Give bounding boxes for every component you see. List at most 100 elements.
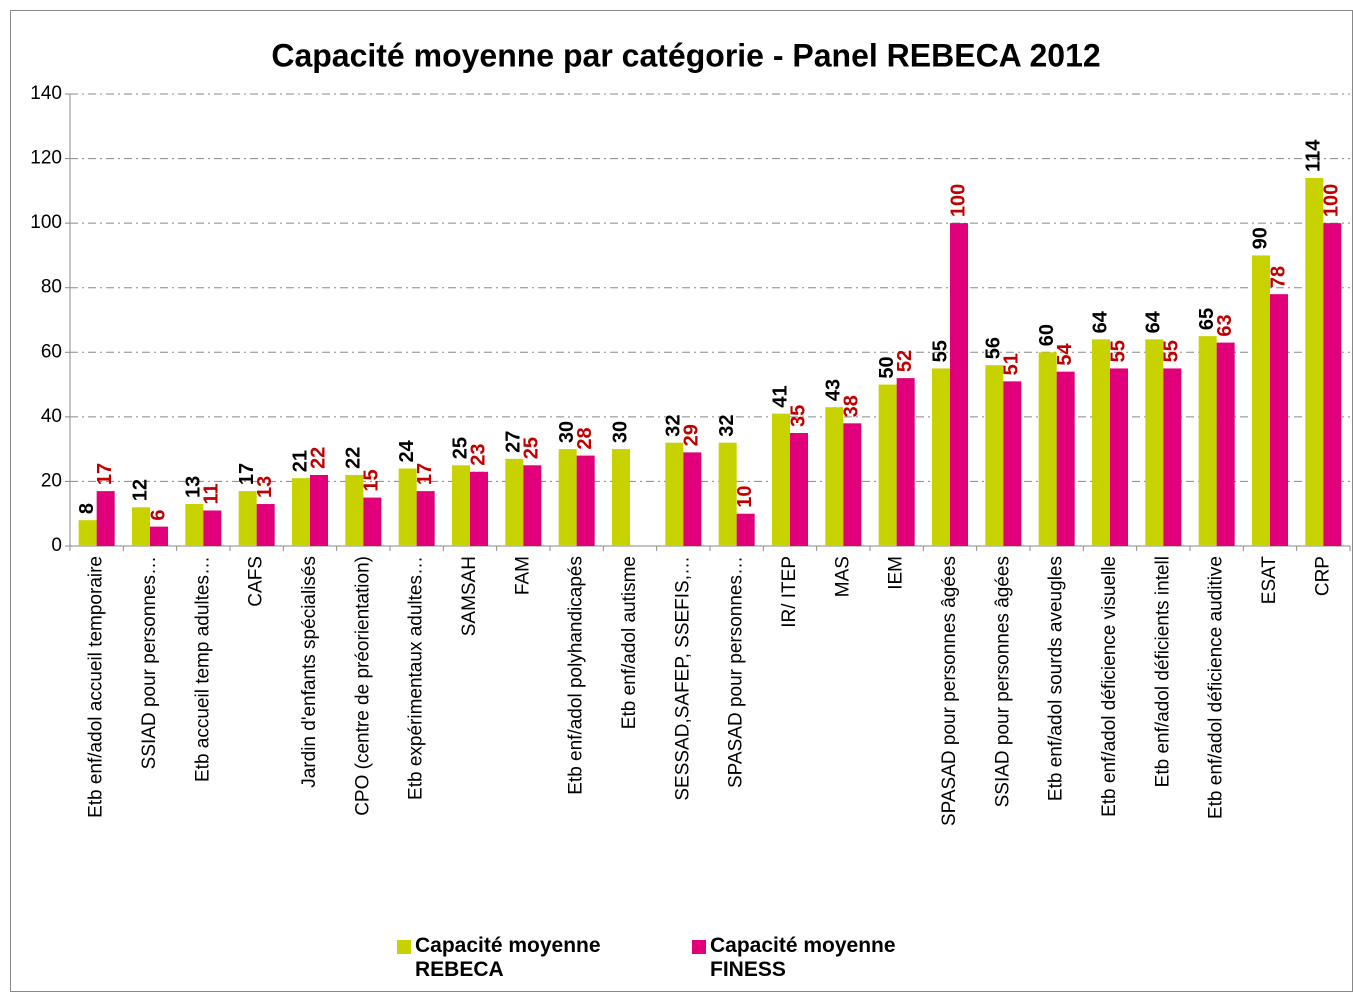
data-label: 24 bbox=[396, 439, 418, 462]
bar bbox=[932, 368, 950, 546]
data-label: 11 bbox=[201, 483, 223, 504]
x-tick-label: SSIAD pour personnes âgées bbox=[992, 556, 1013, 807]
bar bbox=[1038, 352, 1057, 546]
bar bbox=[505, 458, 524, 546]
x-tick-label: Etb enf/adol autisme bbox=[619, 556, 640, 729]
bar bbox=[256, 504, 275, 546]
data-label: 64 bbox=[1143, 310, 1165, 333]
x-tick-label: CRP bbox=[1312, 556, 1333, 596]
data-label: 21 bbox=[289, 450, 311, 472]
bar bbox=[665, 442, 684, 546]
bar bbox=[132, 507, 150, 546]
bar bbox=[1305, 177, 1324, 546]
x-tick-label: IR/ ITEP bbox=[779, 556, 800, 628]
bar bbox=[790, 433, 808, 546]
x-tick-label: Etb accueil temp adultes… bbox=[192, 556, 213, 782]
data-label: 25 bbox=[521, 437, 543, 459]
data-label: 10 bbox=[734, 485, 756, 507]
x-tick-label: SPASAD pour personnes âgées bbox=[939, 556, 960, 826]
data-label: 28 bbox=[574, 427, 596, 449]
bar bbox=[238, 491, 257, 546]
data-label: 55 bbox=[1107, 340, 1129, 362]
data-label: 29 bbox=[681, 424, 703, 446]
data-label: 23 bbox=[467, 443, 489, 465]
bar bbox=[96, 491, 115, 546]
legend-swatch bbox=[397, 940, 411, 954]
data-label: 6 bbox=[147, 510, 169, 521]
bar bbox=[150, 526, 168, 546]
bar bbox=[363, 497, 382, 546]
bar bbox=[345, 474, 364, 546]
legend-label: Capacité moyenne REBECA bbox=[415, 934, 601, 981]
legend-label: Capacité moyenne FINESS bbox=[710, 934, 896, 981]
data-label: 12 bbox=[129, 479, 151, 501]
data-label: 55 bbox=[1161, 340, 1183, 362]
bar bbox=[398, 468, 417, 546]
data-label: 38 bbox=[841, 395, 863, 417]
data-label: 22 bbox=[307, 447, 329, 469]
bar bbox=[1092, 339, 1110, 546]
data-label: 25 bbox=[449, 437, 471, 459]
bar bbox=[558, 449, 577, 546]
data-label: 22 bbox=[343, 447, 365, 469]
x-tick-label: SESSAD,SAFEP, SSEFIS,… bbox=[672, 556, 693, 801]
bar bbox=[985, 365, 1004, 546]
data-label: 30 bbox=[556, 421, 578, 443]
x-tick-label: CPO (centre de préorientation) bbox=[352, 556, 373, 816]
data-label: 100 bbox=[1321, 184, 1343, 217]
data-label: 13 bbox=[254, 476, 276, 498]
bar bbox=[683, 452, 702, 546]
bar bbox=[1163, 368, 1182, 546]
x-tick-label: SAMSAH bbox=[459, 556, 480, 636]
bar bbox=[523, 465, 542, 546]
data-label: 54 bbox=[1054, 343, 1076, 366]
bar bbox=[878, 384, 897, 546]
x-tick-label: Etb enf/adol déficients intell bbox=[1152, 556, 1173, 787]
data-label: 8 bbox=[76, 503, 98, 514]
data-label: 60 bbox=[1036, 324, 1058, 346]
y-tick-label: 100 bbox=[30, 212, 62, 233]
bar bbox=[1252, 255, 1270, 546]
x-tick-label: MAS bbox=[832, 556, 853, 597]
y-tick-label: 60 bbox=[41, 341, 62, 362]
x-tick-label: Etb enf/adol polyhandicapés bbox=[566, 556, 587, 795]
bar bbox=[1323, 223, 1342, 546]
data-label: 27 bbox=[503, 431, 525, 453]
data-label: 100 bbox=[947, 184, 969, 217]
bar bbox=[78, 520, 97, 546]
bar bbox=[1145, 339, 1164, 546]
data-label: 64 bbox=[1089, 310, 1111, 333]
bar bbox=[736, 513, 755, 546]
bar bbox=[185, 504, 204, 546]
bar bbox=[772, 413, 790, 546]
data-label: 56 bbox=[983, 337, 1005, 359]
y-tick-label: 120 bbox=[30, 148, 62, 169]
chart-title: Capacité moyenne par catégorie - Panel R… bbox=[271, 37, 1100, 73]
bar bbox=[310, 474, 328, 546]
data-label: 15 bbox=[361, 469, 383, 491]
y-tick-label: 140 bbox=[30, 83, 62, 104]
data-label: 43 bbox=[823, 379, 845, 401]
x-tick-label: Etb enf/adol accueil temporaire bbox=[86, 556, 107, 818]
bar bbox=[576, 455, 595, 546]
data-label: 114 bbox=[1303, 139, 1325, 172]
bar bbox=[896, 378, 915, 546]
legend-item: Capacité moyenne REBECA bbox=[397, 934, 675, 982]
bar bbox=[1110, 368, 1128, 546]
data-label: 63 bbox=[1214, 314, 1236, 336]
x-tick-label: Etb enf/adol déficience auditive bbox=[1206, 556, 1227, 819]
data-label: 32 bbox=[663, 414, 685, 436]
legend-item: Capacité moyenne FINESS bbox=[692, 934, 970, 982]
x-tick-label: ESAT bbox=[1259, 556, 1280, 605]
bar bbox=[1216, 342, 1235, 546]
bar bbox=[452, 465, 470, 546]
data-label: 55 bbox=[929, 340, 951, 362]
data-label: 17 bbox=[236, 463, 258, 485]
bar bbox=[825, 407, 844, 546]
data-label: 35 bbox=[787, 405, 809, 427]
bar bbox=[1003, 381, 1022, 546]
y-tick-label: 0 bbox=[51, 535, 62, 556]
bar bbox=[203, 510, 222, 546]
data-label: 32 bbox=[716, 414, 738, 436]
x-tick-label: Jardin d'enfants spécialisés bbox=[299, 556, 320, 788]
